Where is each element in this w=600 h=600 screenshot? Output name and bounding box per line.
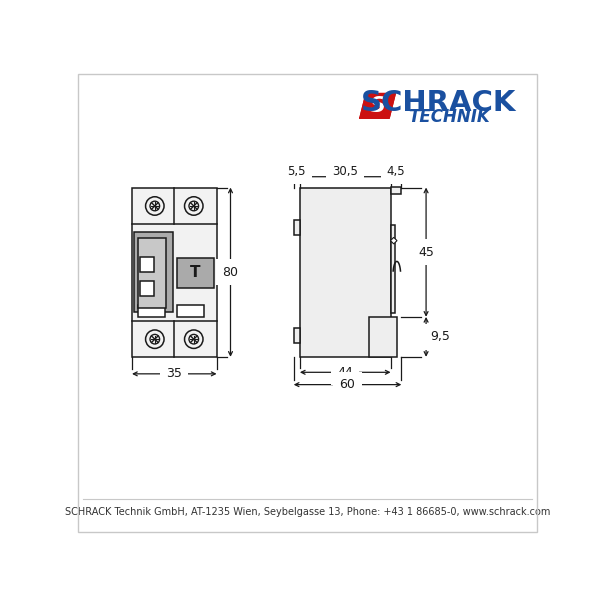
Bar bbox=[138, 238, 166, 308]
Text: 45: 45 bbox=[418, 245, 434, 259]
Bar bbox=[140, 281, 154, 296]
Bar bbox=[138, 305, 165, 317]
Text: 30,5: 30,5 bbox=[332, 165, 358, 178]
Bar bbox=[134, 232, 173, 312]
Text: 35: 35 bbox=[166, 367, 182, 380]
Polygon shape bbox=[360, 94, 395, 118]
Bar bbox=[132, 187, 217, 357]
Text: S: S bbox=[370, 96, 386, 116]
Bar bbox=[140, 257, 154, 272]
Bar bbox=[178, 305, 205, 317]
Text: TECHNIK: TECHNIK bbox=[409, 107, 490, 125]
Text: 9,5: 9,5 bbox=[430, 331, 450, 343]
Bar bbox=[391, 225, 395, 313]
Text: SCHRACK: SCHRACK bbox=[361, 89, 516, 117]
Text: 80: 80 bbox=[223, 266, 239, 278]
Bar bbox=[293, 220, 300, 235]
Text: 4,5: 4,5 bbox=[387, 165, 406, 178]
Bar bbox=[391, 187, 401, 194]
Text: 60: 60 bbox=[340, 378, 355, 391]
Bar bbox=[293, 328, 300, 343]
Text: 44: 44 bbox=[337, 366, 353, 379]
Bar bbox=[369, 317, 397, 357]
Bar bbox=[178, 259, 214, 287]
Bar bbox=[300, 187, 391, 357]
Bar bbox=[391, 238, 397, 244]
Text: T: T bbox=[190, 265, 201, 280]
Text: SCHRACK Technik GmbH, AT-1235 Wien, Seybelgasse 13, Phone: +43 1 86685-0, www.sc: SCHRACK Technik GmbH, AT-1235 Wien, Seyb… bbox=[65, 508, 550, 517]
Text: 5,5: 5,5 bbox=[287, 165, 306, 178]
